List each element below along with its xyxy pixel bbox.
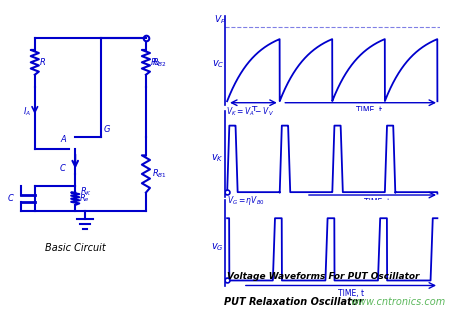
- Text: PUT Relaxation Oscillator: PUT Relaxation Oscillator: [224, 297, 364, 307]
- Text: G: G: [103, 125, 110, 134]
- Text: R: R: [40, 58, 46, 67]
- Text: R₂: R₂: [151, 58, 160, 67]
- Text: TIME, t: TIME, t: [364, 198, 390, 207]
- Text: $R_K$: $R_K$: [80, 185, 92, 197]
- Text: TIME, t: TIME, t: [356, 106, 382, 115]
- Text: $V_P$: $V_P$: [214, 13, 226, 25]
- Text: Rₑ: Rₑ: [80, 194, 90, 203]
- Text: $V_G=\eta V_{B0}$: $V_G=\eta V_{B0}$: [227, 195, 265, 207]
- Text: $I_A$: $I_A$: [23, 106, 31, 118]
- Text: $v_C$: $v_C$: [211, 58, 224, 70]
- Text: $R_{B2}$: $R_{B2}$: [152, 56, 167, 69]
- Text: www.cntronics.com: www.cntronics.com: [350, 297, 445, 307]
- Text: Voltage Waveforms For PUT Oscillator: Voltage Waveforms For PUT Oscillator: [227, 272, 419, 281]
- Text: $v_G$: $v_G$: [211, 241, 224, 253]
- Text: $v_K$: $v_K$: [211, 152, 224, 164]
- Text: A: A: [60, 135, 66, 144]
- Text: $V_K=V_A-V_V$: $V_K=V_A-V_V$: [226, 106, 274, 118]
- Text: C: C: [59, 164, 65, 174]
- Text: $R_{B1}$: $R_{B1}$: [152, 168, 167, 180]
- Text: T: T: [251, 106, 256, 115]
- Text: TIME, t: TIME, t: [338, 289, 364, 298]
- Text: C: C: [8, 194, 13, 203]
- Text: Basic Circuit: Basic Circuit: [45, 243, 106, 253]
